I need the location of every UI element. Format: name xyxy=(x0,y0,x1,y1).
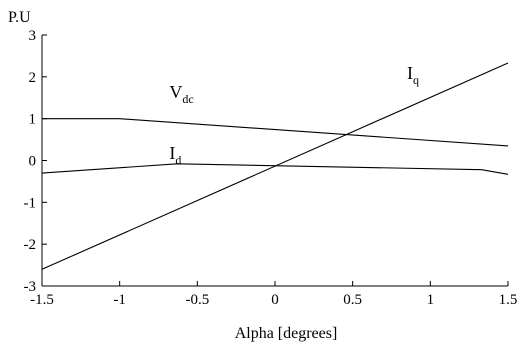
x-tick-label: -1.5 xyxy=(30,292,54,308)
ticks: -3 -2 -1 0 1 2 3 -1.5 -1 -0.5 0 0.5 1 1.5 xyxy=(24,28,518,308)
series-label-vdc: Vdc xyxy=(169,82,193,106)
x-tick-label: 0.5 xyxy=(343,292,362,308)
series-label-subscript: d xyxy=(175,153,181,167)
y-tick-label: 3 xyxy=(29,28,37,44)
x-tick-label: -1 xyxy=(113,292,126,308)
y-tick-label: -1 xyxy=(24,195,37,211)
series-label-main: I xyxy=(169,143,175,163)
series-label-main: V xyxy=(169,82,182,102)
axes xyxy=(41,35,508,287)
series-label-id: Id xyxy=(169,143,181,167)
series-line-vdc xyxy=(42,118,509,147)
x-tick-label: 0 xyxy=(271,292,279,308)
x-axis-title: Alpha [degrees] xyxy=(235,325,338,342)
series-label-subscript: q xyxy=(413,73,419,87)
series-line-iq xyxy=(41,62,509,270)
series-label-iq: Iq xyxy=(407,63,419,87)
y-tick-label: 0 xyxy=(29,154,37,170)
y-tick-label: 2 xyxy=(29,70,37,86)
y-tick-label: -3 xyxy=(24,279,37,295)
y-tick-label: -2 xyxy=(24,237,37,253)
x-tick-label: 1.5 xyxy=(499,292,518,308)
series-line-id xyxy=(41,163,509,175)
series-label-main: I xyxy=(407,63,413,83)
series-lines xyxy=(41,62,509,270)
y-tick-label: 1 xyxy=(29,112,37,128)
x-tick-label: 1 xyxy=(427,292,435,308)
x-tick-label: -0.5 xyxy=(185,292,209,308)
series-label-subscript: dc xyxy=(182,92,193,106)
y-axis-title: P.U xyxy=(8,9,31,26)
